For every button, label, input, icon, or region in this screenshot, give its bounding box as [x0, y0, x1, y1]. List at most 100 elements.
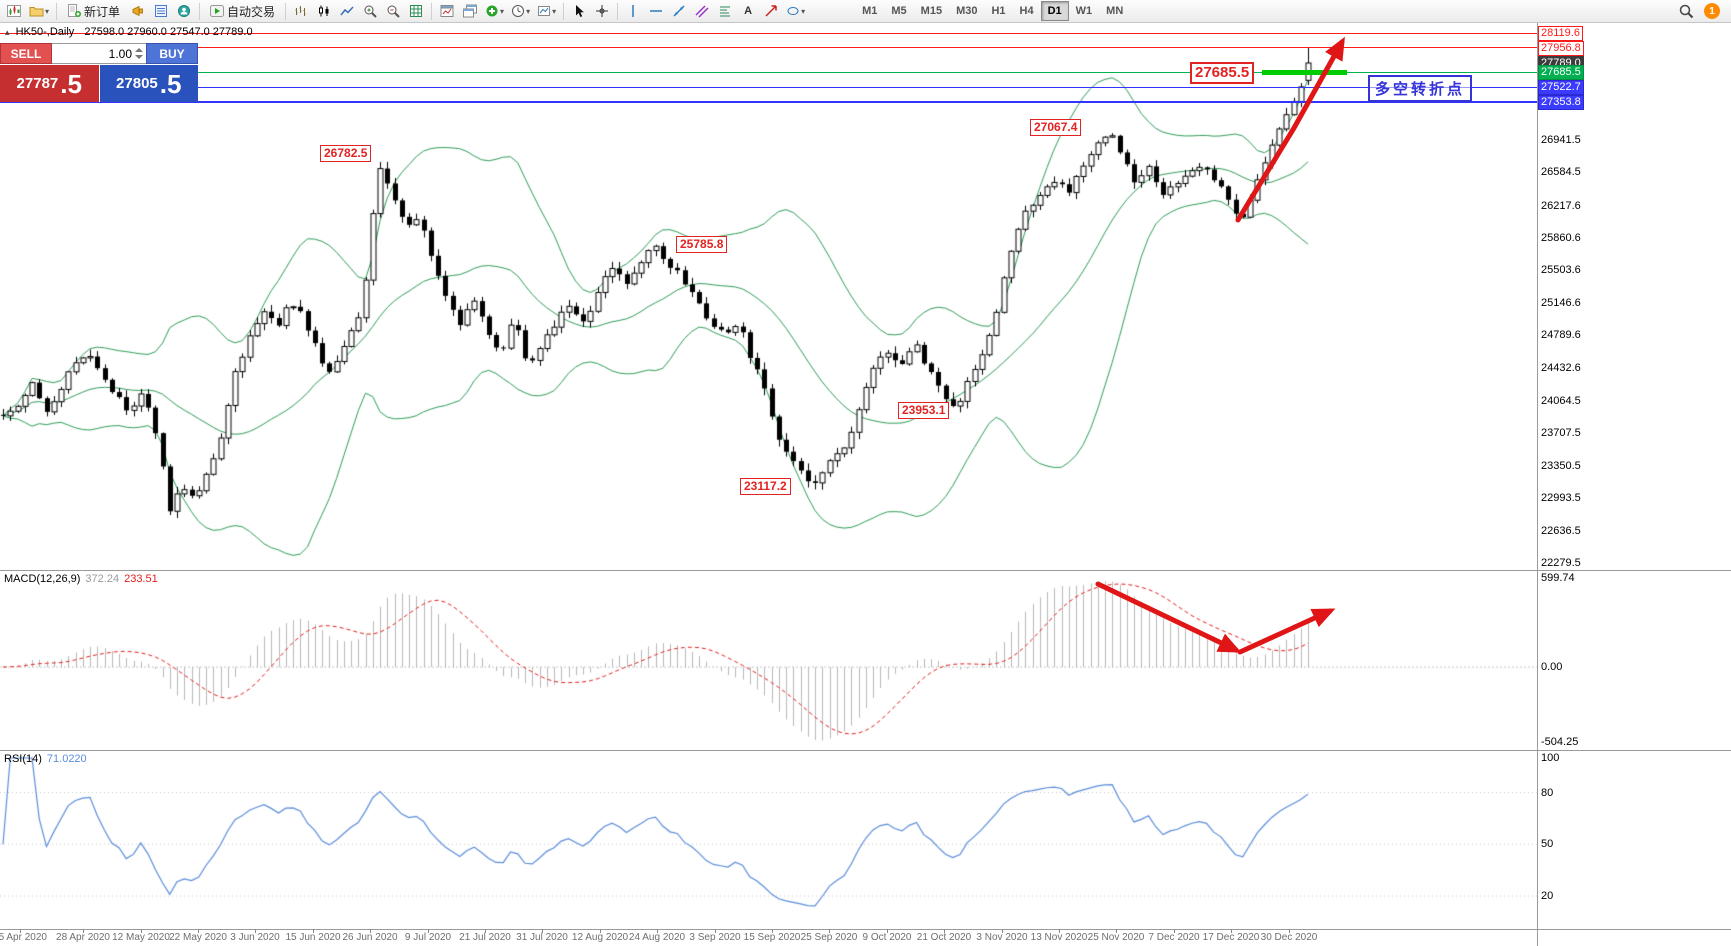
- vertical-line-tool[interactable]: [622, 1, 644, 21]
- price-annotation[interactable]: 23953.1: [898, 402, 950, 420]
- notification-badge[interactable]: 1: [1704, 3, 1720, 19]
- date-label: 21 Jul 2020: [459, 932, 511, 943]
- shapes-icon: [787, 7, 799, 15]
- horizontal-line-28119.6[interactable]: [0, 32, 1537, 34]
- volume-input[interactable]: 1.00: [52, 43, 146, 64]
- bar-chart-button[interactable]: [290, 1, 312, 21]
- timeframe-MN[interactable]: MN: [1099, 1, 1130, 21]
- date-label: 7 Dec 2020: [1148, 932, 1200, 943]
- play-icon: [210, 5, 225, 17]
- alerts-button[interactable]: [127, 1, 149, 21]
- timeframe-H1[interactable]: H1: [984, 1, 1012, 21]
- macd-rsi-separator[interactable]: [0, 750, 1731, 751]
- horizontal-line-27522.7[interactable]: [0, 86, 1537, 88]
- date-tick: [485, 929, 486, 933]
- text-tool[interactable]: A: [737, 1, 759, 21]
- date-tick: [428, 929, 429, 933]
- date-tick: [1289, 929, 1290, 933]
- date-label: 31 Jul 2020: [516, 932, 568, 943]
- buy-price-button[interactable]: 27805 .5: [99, 65, 198, 102]
- periods-button[interactable]: ▾: [508, 1, 533, 21]
- price-annotation[interactable]: 26782.5: [320, 145, 372, 163]
- fibonacci-tool[interactable]: [714, 1, 736, 21]
- timeframe-M5[interactable]: M5: [884, 1, 913, 21]
- resistance-zone-bar[interactable]: [1262, 69, 1347, 75]
- market-depth-button[interactable]: [150, 1, 172, 21]
- search-button[interactable]: [1675, 1, 1697, 21]
- trendline-tool[interactable]: [668, 1, 690, 21]
- toolbar-separator: [199, 2, 201, 20]
- timeframe-W1[interactable]: W1: [1069, 1, 1100, 21]
- date-tick: [1059, 929, 1060, 933]
- channel-tool[interactable]: [691, 1, 713, 21]
- community-button[interactable]: [173, 1, 195, 21]
- date-tick: [1116, 929, 1117, 933]
- depth-icon: [155, 5, 168, 17]
- buy-button[interactable]: BUY: [146, 43, 198, 64]
- horizontal-line-27956.8[interactable]: [0, 47, 1537, 49]
- price-annotation[interactable]: 23117.2: [740, 477, 791, 495]
- horizontal-line-27353.8[interactable]: [0, 101, 1537, 104]
- timeframe-M15[interactable]: M15: [914, 1, 949, 21]
- date-label: 25 Nov 2020: [1087, 932, 1145, 943]
- trendline-icon: [673, 5, 685, 17]
- arrows-tool[interactable]: [760, 1, 782, 21]
- profiles-button[interactable]: ▾: [26, 1, 52, 21]
- volume-down-arrow[interactable]: [135, 55, 143, 59]
- candlestick-chart-button[interactable]: [313, 1, 335, 21]
- price-axis-line[interactable]: [1537, 23, 1538, 946]
- main-macd-separator[interactable]: [0, 570, 1731, 571]
- date-label: 12 Aug 2020: [571, 932, 629, 943]
- axis-scale-label: 26941.5: [1541, 133, 1581, 146]
- collapse-panel-icon[interactable]: ▴: [5, 27, 10, 37]
- zoom-in-button[interactable]: [359, 1, 381, 21]
- date-label: 21 Oct 2020: [916, 932, 972, 943]
- cascade-icon: [463, 4, 478, 18]
- crosshair-icon: [596, 5, 609, 17]
- new-order-button[interactable]: 新订单: [61, 1, 126, 21]
- shapes-tool[interactable]: ▾: [783, 1, 808, 21]
- horizontal-line-27685.5[interactable]: [0, 71, 1537, 73]
- sell-button[interactable]: SELL: [0, 43, 52, 64]
- pivot-annotation[interactable]: 多空转折点: [1368, 75, 1473, 102]
- zoom-out-button[interactable]: [382, 1, 404, 21]
- date-tick: [141, 929, 142, 933]
- price-annotation[interactable]: 27685.5: [1190, 62, 1255, 85]
- price-annotation[interactable]: 25785.8: [676, 235, 728, 253]
- autotrading-button[interactable]: 自动交易: [204, 1, 281, 21]
- cursor-button[interactable]: [568, 1, 590, 21]
- new-chart-button[interactable]: [3, 1, 25, 21]
- timeframe-M1[interactable]: M1: [855, 1, 884, 21]
- axis-scale-label: 23350.5: [1541, 459, 1581, 472]
- horizontal-line-tool[interactable]: [645, 1, 667, 21]
- date-tick: [1231, 929, 1232, 933]
- date-label: 15 Sep 2020: [743, 932, 801, 943]
- axis-price-box: 28119.6: [1538, 26, 1583, 41]
- grid-button[interactable]: [405, 1, 427, 21]
- timeframe-M30[interactable]: M30: [949, 1, 984, 21]
- indicators-button[interactable]: ▾: [482, 1, 507, 21]
- macd-scale-label: 0.00: [1541, 661, 1563, 674]
- axis-scale-label: 25860.6: [1541, 232, 1581, 244]
- sell-price-button[interactable]: 27787 .5: [0, 65, 99, 102]
- macd-indicator-label: MACD(12,26,9) 372.24 233.51: [4, 573, 158, 585]
- line-chart-button[interactable]: [336, 1, 358, 21]
- clock-icon: [512, 5, 525, 17]
- timeframe-D1[interactable]: D1: [1040, 1, 1069, 21]
- buy-price-fraction: .5: [159, 68, 182, 99]
- date-label: 13 Nov 2020: [1030, 932, 1088, 943]
- macd-main-value: 372.24: [85, 573, 120, 585]
- volume-up-arrow[interactable]: [135, 48, 143, 52]
- tile-windows-button[interactable]: [436, 1, 458, 21]
- crosshair-button[interactable]: [591, 1, 613, 21]
- date-tick: [1174, 929, 1175, 933]
- date-tick: [20, 929, 21, 933]
- macd-scale-label: -504.25: [1541, 736, 1579, 748]
- timeframe-H4[interactable]: H4: [1013, 1, 1041, 21]
- templates-button[interactable]: ▾: [534, 1, 559, 21]
- chevron-down-icon: ▾: [526, 6, 531, 16]
- cascade-windows-button[interactable]: [459, 1, 481, 21]
- date-label: 3 Sep 2020: [689, 932, 741, 943]
- price-annotation[interactable]: 27067.4: [1030, 119, 1082, 137]
